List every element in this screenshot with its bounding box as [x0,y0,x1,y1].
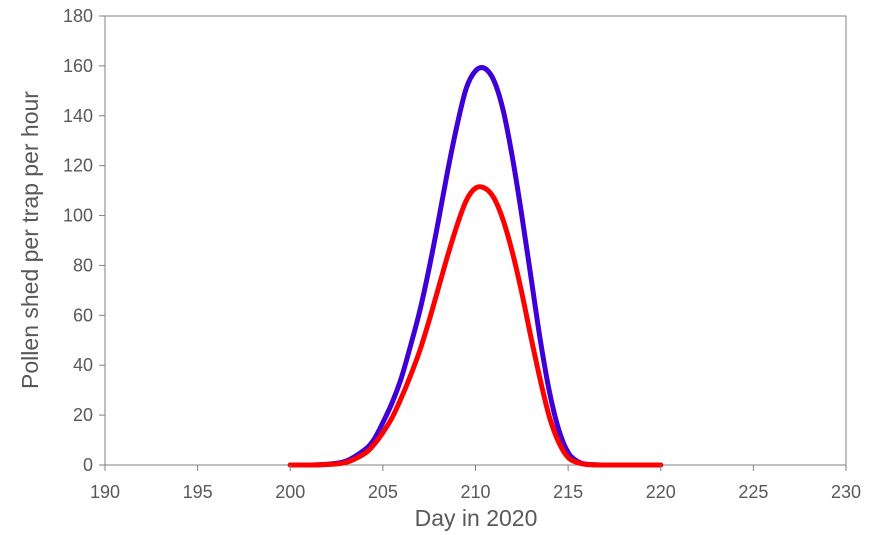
y-tick-label: 140 [63,106,93,126]
x-tick-label: 200 [275,482,305,502]
x-axis-title: Day in 2020 [415,505,538,531]
x-tick-label: 210 [460,482,490,502]
x-tick-label: 190 [90,482,120,502]
x-axis: 190 195 200 205 210 215 220 225 230 [90,465,861,502]
y-tick-label: 60 [73,305,93,325]
y-tick-label: 120 [63,156,93,176]
y-tick-label: 20 [73,405,93,425]
x-tick-label: 215 [553,482,583,502]
y-tick-label: 40 [73,355,93,375]
x-tick-label: 195 [183,482,213,502]
y-axis-title: Pollen shed per trap per hour [17,91,43,389]
series-line-2 [287,184,664,468]
y-tick-label: 0 [83,455,93,475]
plot-area [104,15,847,466]
x-tick-label: 220 [646,482,676,502]
x-tick-label: 225 [738,482,768,502]
y-tick-label: 180 [63,6,93,26]
y-axis: 0 20 40 60 80 100 120 140 160 180 [63,6,105,475]
x-tick-label: 230 [831,482,861,502]
y-tick-label: 100 [63,206,93,226]
series-layer [287,65,664,468]
x-tick-label: 205 [368,482,398,502]
y-tick-label: 80 [73,255,93,275]
y-tick-label: 160 [63,56,93,76]
